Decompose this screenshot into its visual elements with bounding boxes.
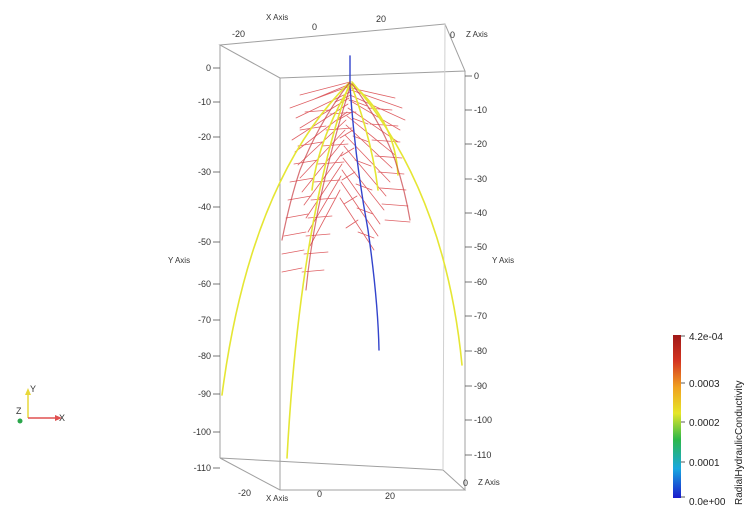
x-tick-top-label: -20 [232, 29, 245, 39]
y-tick-left-label: -80 [198, 351, 211, 361]
orientation-y-label: Y [30, 384, 36, 394]
y-tick-left-label: -110 [194, 463, 211, 473]
root-system [221, 55, 463, 459]
x-tick-top-label: 20 [376, 14, 386, 24]
legend-tick-label: 0.0001 [689, 458, 720, 469]
y-axis-title-left: Y Axis [168, 256, 190, 265]
primary-roots [221, 55, 463, 459]
bounding-box [218, 23, 467, 491]
y-axis-title-right: Y Axis [492, 256, 514, 265]
lateral-roots [281, 81, 411, 273]
y-tick-right-label: -30 [474, 174, 487, 184]
orientation-z-label: Z [16, 406, 22, 416]
orientation-x-label: X [59, 413, 65, 423]
y-tick-right-label: -110 [474, 450, 491, 460]
x-tick-bottom-label: 0 [317, 489, 322, 499]
y-tick-right-label: -80 [474, 346, 487, 356]
x-tick-bottom-label: -20 [238, 488, 251, 498]
y-tick-left-label: -50 [198, 237, 211, 247]
y-tick-left-label: -10 [198, 97, 211, 107]
z-axis-title-bottom: Z Axis [478, 478, 500, 487]
y-tick-right-label: 0 [474, 71, 479, 81]
z-tick-bottom-label: 0 [463, 478, 468, 488]
color-bar [673, 335, 681, 498]
legend-max-label: 4.2e-04 [689, 332, 723, 343]
y-tick-right-label: -90 [474, 381, 487, 391]
color-legend[interactable]: 4.2e-04 0.0003 0.0002 0.0001 0.0e+00 Rad… [673, 332, 745, 508]
legend-tick-label: 0.0003 [689, 379, 720, 390]
x-tick-top-label: 0 [312, 22, 317, 32]
y-tick-left-label: -40 [198, 202, 211, 212]
y-tick-left-label: -100 [193, 427, 211, 437]
orientation-axes-widget[interactable]: Y X Z [16, 384, 65, 424]
y-tick-right-label: -20 [474, 139, 487, 149]
box-bottom-face [219, 457, 467, 491]
legend-tick-label: 0.0002 [689, 418, 720, 429]
x-axis-title-bottom: X Axis [266, 494, 288, 503]
y-tick-left-label: -90 [198, 389, 211, 399]
y-tick-right-label: -40 [474, 208, 487, 218]
y-tick-right-label: -100 [474, 415, 492, 425]
axes-annotations: X Axis X Axis Z Axis Z Axis Y Axis Y Axi… [168, 13, 514, 503]
y-tick-left-label: 0 [206, 63, 211, 73]
y-tick-left-label: -30 [198, 167, 211, 177]
y-tick-right-label: -60 [474, 277, 487, 287]
x-axis-title-top: X Axis [266, 13, 288, 22]
tap-root [349, 85, 380, 351]
legend-title: RadialHydraulicConductivity [734, 381, 745, 506]
y-tick-right-label: -70 [474, 311, 487, 321]
z-tick-top-label: 0 [450, 30, 455, 40]
z-axis-title-top: Z Axis [466, 30, 488, 39]
y-tick-left-label: -70 [198, 315, 211, 325]
y-tick-right-label: -50 [474, 242, 487, 252]
y-tick-right-label: -10 [474, 105, 487, 115]
x-tick-bottom-label: 20 [385, 491, 395, 501]
y-tick-left-label: -20 [198, 132, 211, 142]
box-top-face [218, 23, 466, 79]
legend-min-label: 0.0e+00 [689, 497, 726, 508]
y-tick-left-label: -60 [198, 279, 211, 289]
